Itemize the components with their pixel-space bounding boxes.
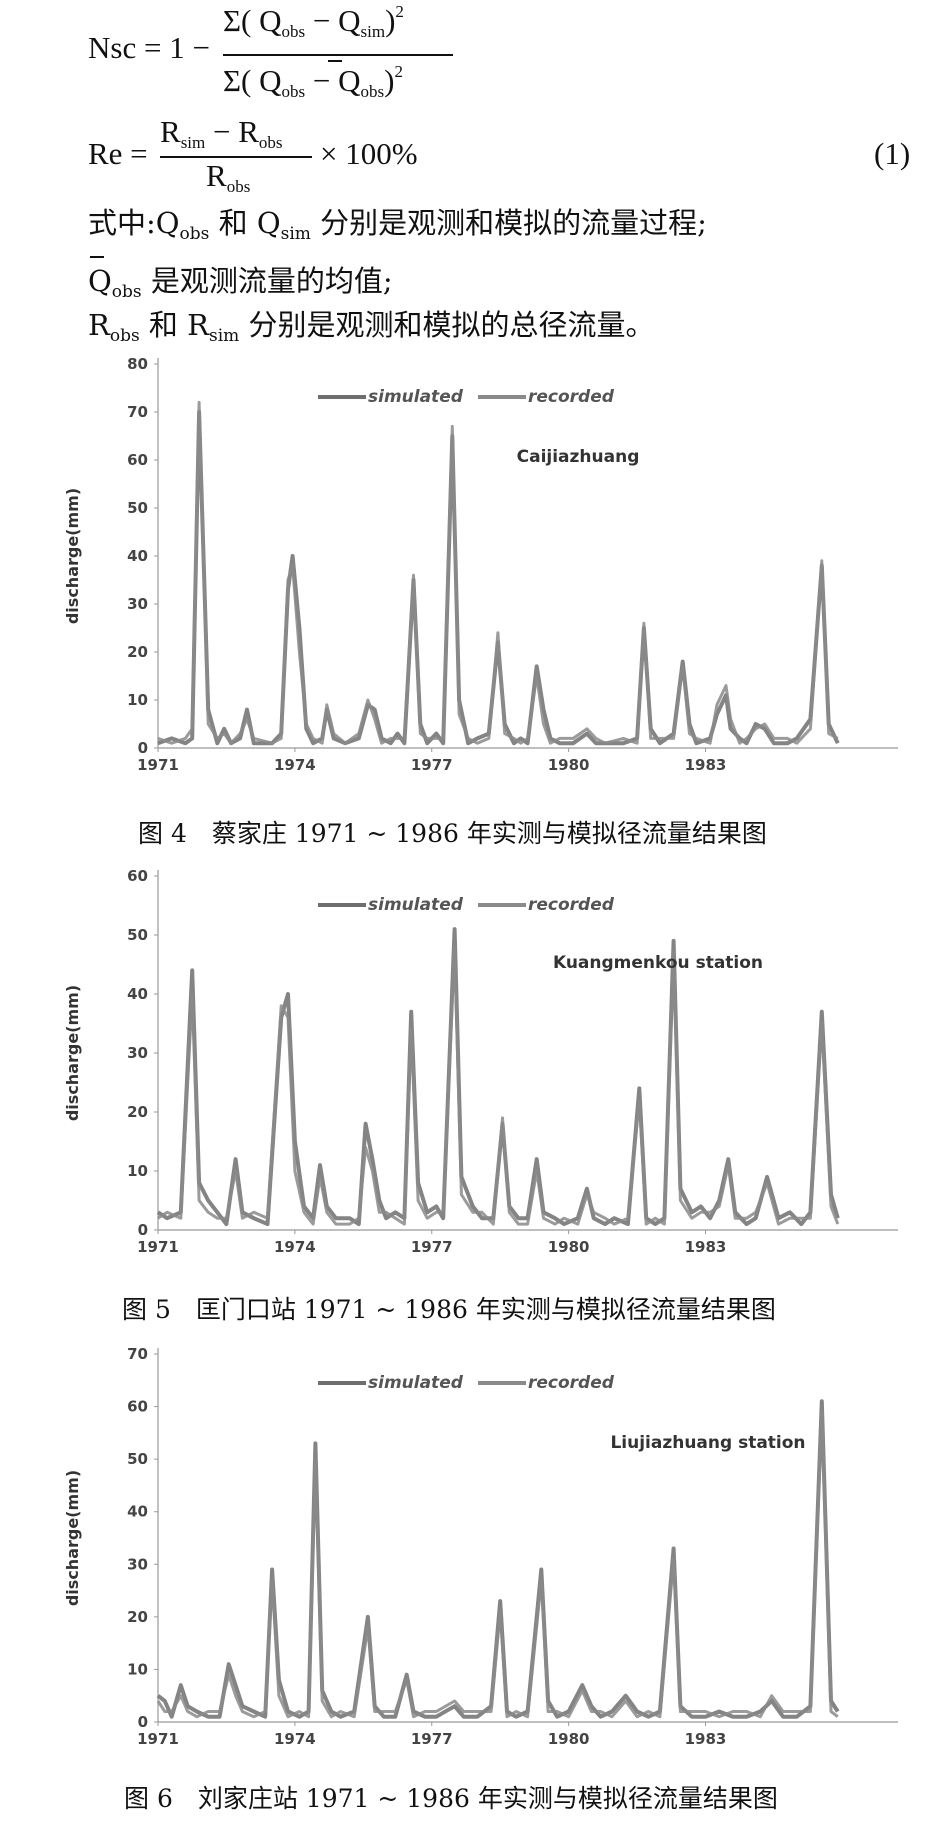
y-tick-label: 0 xyxy=(138,1713,148,1731)
y-tick-label: 70 xyxy=(127,403,148,421)
explanation-line-3: Robs 和 Rsim 分别是观测和模拟的总径流量。 xyxy=(88,308,655,346)
figure-6-caption: 图 6 刘家庄站 1971 ~ 1986 年实测与模拟径流量结果图 xyxy=(124,1784,778,1813)
nsc-numerator: Σ( Qobs − Qsim)2 xyxy=(223,2,404,41)
chart-liujiazhuang: 0 10 20 30 40 50 60 70 1971 1974 1977 1980 1983 disch… xyxy=(58,1338,908,1768)
x-tick-label: 1971 xyxy=(137,1238,179,1256)
legend-label-simulated: simulated xyxy=(368,1373,464,1393)
re-lhs: Re = xyxy=(88,136,148,171)
x-tick-label: 1971 xyxy=(137,1730,179,1748)
figure-4-caption: 图 4 蔡家庄 1971 ~ 1986 年实测与模拟径流量结果图 xyxy=(138,819,767,848)
x-tick-label: 1980 xyxy=(548,1238,590,1256)
y-tick-label: 20 xyxy=(127,643,148,661)
figure-5-caption: 图 5 匡门口站 1971 ~ 1986 年实测与模拟径流量结果图 xyxy=(122,1295,776,1324)
nsc-denominator: Σ( Qobs − Qobs)2 xyxy=(223,62,403,101)
re-rhs: × 100% xyxy=(320,136,418,171)
y-tick-label: 10 xyxy=(127,691,148,709)
series-line-recorded xyxy=(157,400,839,745)
x-tick-label: 1980 xyxy=(548,1730,590,1748)
y-tick-label: 40 xyxy=(127,1503,148,1521)
nsc-fraction-bar xyxy=(223,54,453,56)
chart-station-title: Kuangmenkou station xyxy=(553,953,763,973)
x-tick-label: 1977 xyxy=(411,1730,453,1748)
chart-station-title: Caijiazhuang xyxy=(517,447,640,467)
re-numerator: Rsim − Robs xyxy=(160,114,283,152)
y-tick-label: 70 xyxy=(127,1345,148,1363)
y-axis-label: discharge(mm) xyxy=(63,488,82,624)
qobs-mean-bar xyxy=(90,256,104,258)
y-tick-label: 50 xyxy=(127,1450,148,1468)
chart-caijiazhuang: 0 10 20 30 40 50 60 70 80 1971 1974 1977 1980 1983 dis… xyxy=(58,350,908,780)
x-tick-label: 1974 xyxy=(274,1730,316,1748)
y-tick-label: 10 xyxy=(127,1660,148,1678)
chart-kuangmenkou-svg: 0 10 20 30 40 50 60 1971 1974 1977 1980 1983 dischar… xyxy=(63,867,898,1256)
series-line-simulated xyxy=(156,1399,840,1719)
nsc-overbar xyxy=(328,60,342,62)
y-tick-label: 0 xyxy=(138,1221,148,1239)
x-tick-label: 1980 xyxy=(548,756,590,774)
series-line-recorded xyxy=(157,945,840,1226)
y-tick-label: 20 xyxy=(127,1103,148,1121)
explanation-line-2: Qobs 是观测流量的均值; xyxy=(88,264,393,302)
y-axis-label: discharge(mm) xyxy=(63,985,82,1121)
legend-label-recorded: recorded xyxy=(528,1373,615,1393)
y-tick-label: 80 xyxy=(127,355,148,373)
y-tick-label: 0 xyxy=(138,739,148,757)
y-tick-label: 30 xyxy=(127,595,148,613)
y-tick-label: 10 xyxy=(127,1162,148,1180)
y-tick-label: 30 xyxy=(127,1555,148,1573)
re-fraction-bar xyxy=(160,156,312,158)
equation-number: (1) xyxy=(874,136,911,171)
chart-liujiazhuang-svg: 0 10 20 30 40 50 60 70 1971 1974 1977 1980 1983 disch… xyxy=(63,1345,898,1748)
re-denominator: Robs xyxy=(206,158,251,196)
series-line-simulated xyxy=(157,410,840,746)
x-tick-label: 1974 xyxy=(274,1238,316,1256)
x-tick-label: 1974 xyxy=(274,756,316,774)
chart-kuangmenkou: 0 10 20 30 40 50 60 1971 1974 1977 1980 1983 dischar… xyxy=(58,860,908,1280)
x-tick-label: 1983 xyxy=(685,756,727,774)
equation-re: Re = Rsim − Robs Robs × 100% (1) xyxy=(88,114,928,198)
x-tick-label: 1983 xyxy=(685,1730,727,1748)
y-tick-label: 20 xyxy=(127,1608,148,1626)
x-tick-label: 1971 xyxy=(137,756,179,774)
legend-label-recorded: recorded xyxy=(528,895,615,915)
nsc-lhs: Nsc = 1 − xyxy=(88,30,210,65)
x-tick-label: 1977 xyxy=(411,756,453,774)
explanation-line-1: 式中:Qobs 和 Qsim 分别是观测和模拟的流量过程; xyxy=(88,206,707,244)
x-tick-label: 1977 xyxy=(411,1238,453,1256)
y-tick-label: 30 xyxy=(127,1044,148,1062)
x-tick-label: 1983 xyxy=(685,1238,727,1256)
y-tick-label: 50 xyxy=(127,499,148,517)
y-tick-label: 40 xyxy=(127,985,148,1003)
y-tick-label: 50 xyxy=(127,926,148,944)
legend-label-simulated: simulated xyxy=(368,387,464,407)
chart-station-title: Liujiazhuang station xyxy=(610,1433,805,1453)
chart-caijiazhuang-svg: 0 10 20 30 40 50 60 70 80 1971 1974 1977 1980 1983 dis… xyxy=(63,355,898,774)
legend-label-simulated: simulated xyxy=(368,895,464,915)
equation-nsc: Nsc = 1 − Σ( Qobs − Qsim)2 Σ( Qobs − Qob… xyxy=(88,0,788,115)
y-tick-label: 60 xyxy=(127,451,148,469)
y-tick-label: 40 xyxy=(127,547,148,565)
y-tick-label: 60 xyxy=(127,867,148,885)
y-tick-label: 60 xyxy=(127,1398,148,1416)
legend-label-recorded: recorded xyxy=(528,387,615,407)
series-line-recorded xyxy=(156,1410,839,1719)
y-axis-label: discharge(mm) xyxy=(63,1470,82,1606)
